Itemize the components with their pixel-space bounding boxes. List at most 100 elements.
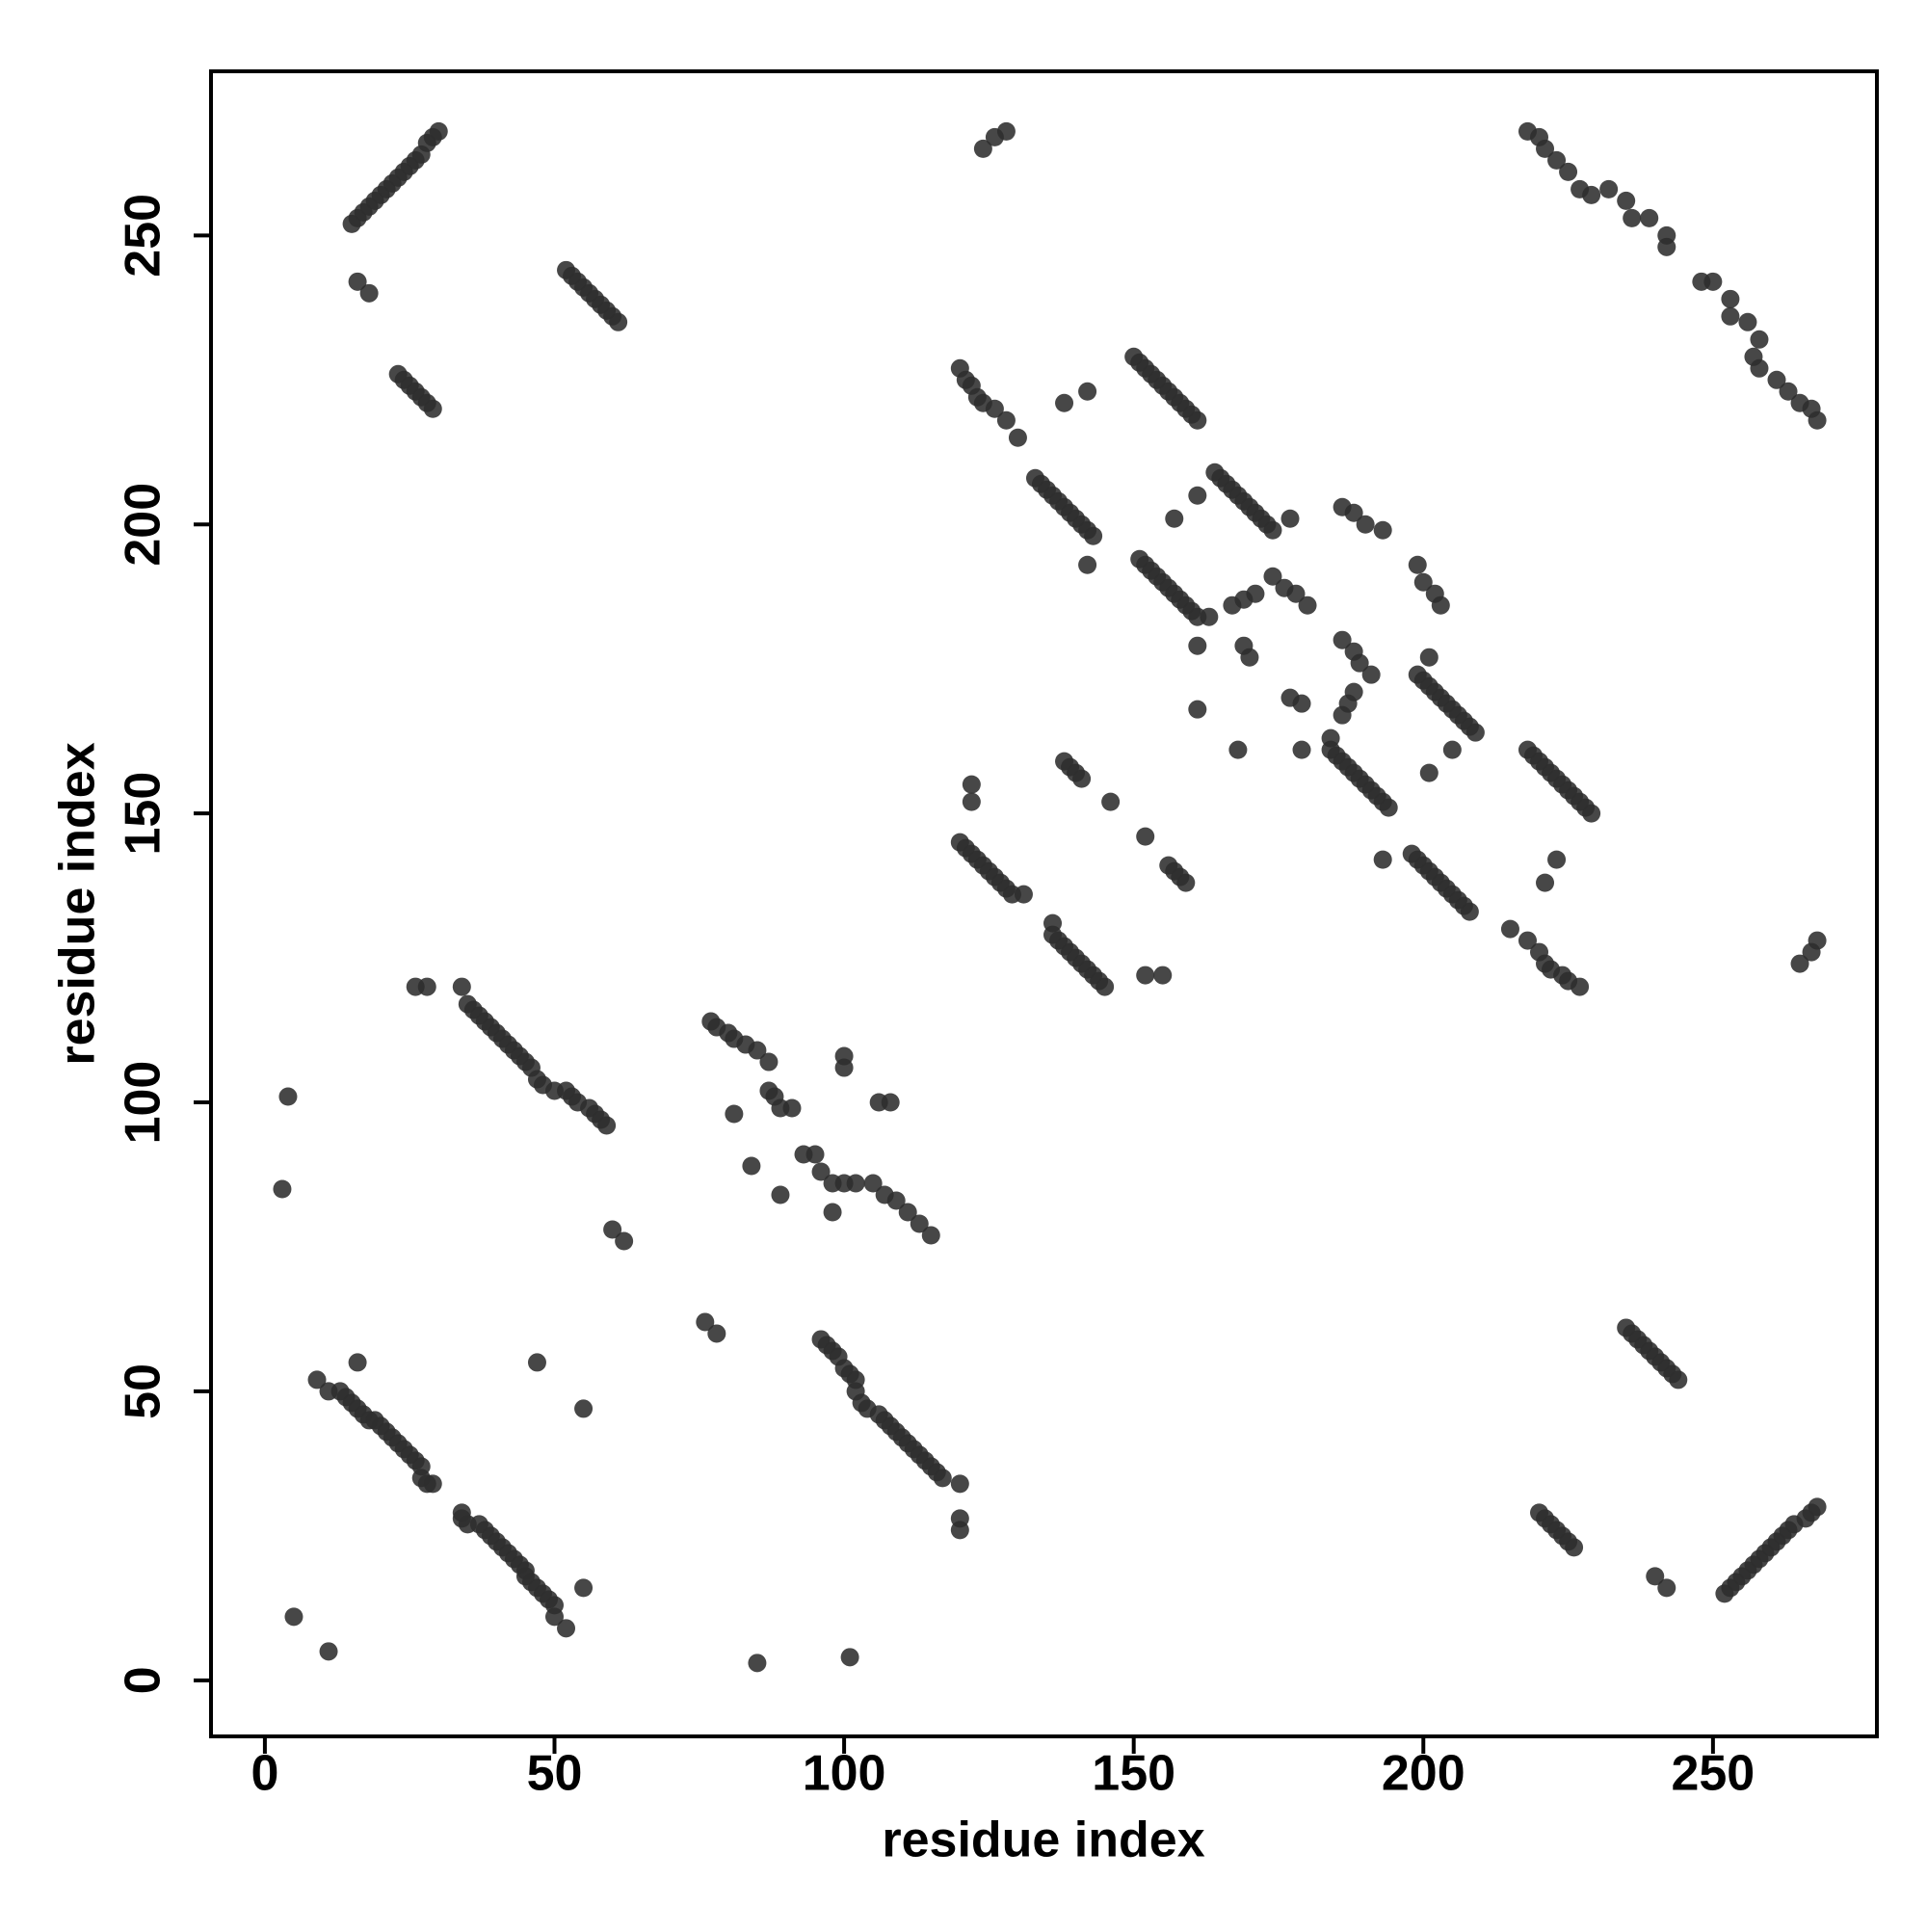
point <box>1750 330 1769 349</box>
point <box>273 1179 292 1199</box>
point <box>1646 1567 1665 1586</box>
point <box>1640 208 1659 227</box>
point <box>574 1578 594 1598</box>
point <box>898 1203 917 1222</box>
point <box>962 792 981 811</box>
point <box>725 1104 744 1124</box>
y-tick-label: 0 <box>116 1666 172 1694</box>
point <box>1721 306 1740 326</box>
point <box>748 1041 767 1060</box>
point <box>1361 665 1381 684</box>
point <box>348 1353 367 1372</box>
point <box>1344 682 1363 701</box>
point <box>527 1353 546 1372</box>
point <box>1536 139 1555 158</box>
point <box>1078 555 1097 574</box>
x-tick-label: 100 <box>803 1746 886 1802</box>
x-tick-label: 0 <box>251 1746 278 1802</box>
point <box>811 1330 831 1349</box>
point <box>1043 913 1063 933</box>
point <box>1333 630 1352 649</box>
x-tick-label: 150 <box>1092 1746 1175 1802</box>
point <box>996 121 1016 141</box>
point <box>1008 428 1027 447</box>
y-tick-label: 200 <box>116 483 172 567</box>
point <box>423 399 442 418</box>
point <box>782 1098 802 1118</box>
x-axis-label: residue index <box>882 1813 1204 1868</box>
point <box>950 1474 969 1494</box>
point <box>1582 185 1601 204</box>
point <box>1408 555 1427 574</box>
point <box>1263 567 1282 586</box>
point <box>1165 509 1184 528</box>
point <box>811 1162 831 1181</box>
point <box>707 1324 726 1343</box>
point <box>846 1174 865 1193</box>
point <box>886 1191 906 1210</box>
point <box>996 410 1016 430</box>
point <box>359 283 379 303</box>
point <box>1559 162 1578 181</box>
point <box>417 977 436 996</box>
point <box>840 1648 859 1667</box>
point <box>1246 584 1265 603</box>
point <box>834 1058 854 1077</box>
point <box>1419 648 1439 667</box>
point <box>1808 931 1827 950</box>
point <box>284 1607 304 1627</box>
point <box>1084 526 1103 545</box>
point <box>1344 503 1363 522</box>
point <box>1240 648 1259 667</box>
point <box>1292 740 1311 759</box>
point <box>603 1220 622 1239</box>
point <box>1263 520 1282 540</box>
point <box>1408 665 1427 684</box>
point <box>973 139 992 158</box>
point <box>1078 382 1097 401</box>
point <box>1228 740 1248 759</box>
point <box>1413 572 1433 592</box>
point <box>1703 272 1723 291</box>
point <box>863 1174 883 1193</box>
point <box>1808 410 1827 430</box>
y-tick-label: 150 <box>116 772 172 856</box>
point <box>1738 312 1757 331</box>
point <box>759 1052 779 1072</box>
point <box>696 1312 715 1332</box>
point <box>771 1185 790 1204</box>
point <box>962 775 981 794</box>
y-tick-label: 50 <box>116 1363 172 1419</box>
point <box>1055 393 1074 412</box>
point <box>1750 358 1769 378</box>
point <box>1356 515 1375 534</box>
point <box>1188 410 1207 430</box>
point <box>1153 966 1173 985</box>
x-tick-label: 200 <box>1382 1746 1465 1802</box>
point <box>985 399 1004 418</box>
point <box>574 1399 594 1418</box>
plot-frame <box>209 69 1879 1738</box>
y-tick-label: 100 <box>116 1061 172 1145</box>
point <box>823 1203 842 1222</box>
point <box>348 272 367 291</box>
x-tick-label: 250 <box>1671 1746 1755 1802</box>
point <box>950 1509 969 1528</box>
point <box>1500 919 1519 939</box>
point <box>1779 382 1798 401</box>
point <box>1136 966 1155 985</box>
x-tick-label: 50 <box>527 1746 583 1802</box>
point <box>1547 150 1567 170</box>
point <box>1344 642 1363 661</box>
point <box>1425 584 1444 603</box>
point <box>557 1619 576 1638</box>
point <box>1790 954 1809 973</box>
point <box>1280 688 1300 707</box>
point <box>609 312 628 331</box>
point <box>1188 700 1207 719</box>
point <box>1530 1503 1549 1522</box>
point <box>597 1116 617 1135</box>
point <box>423 1474 442 1494</box>
